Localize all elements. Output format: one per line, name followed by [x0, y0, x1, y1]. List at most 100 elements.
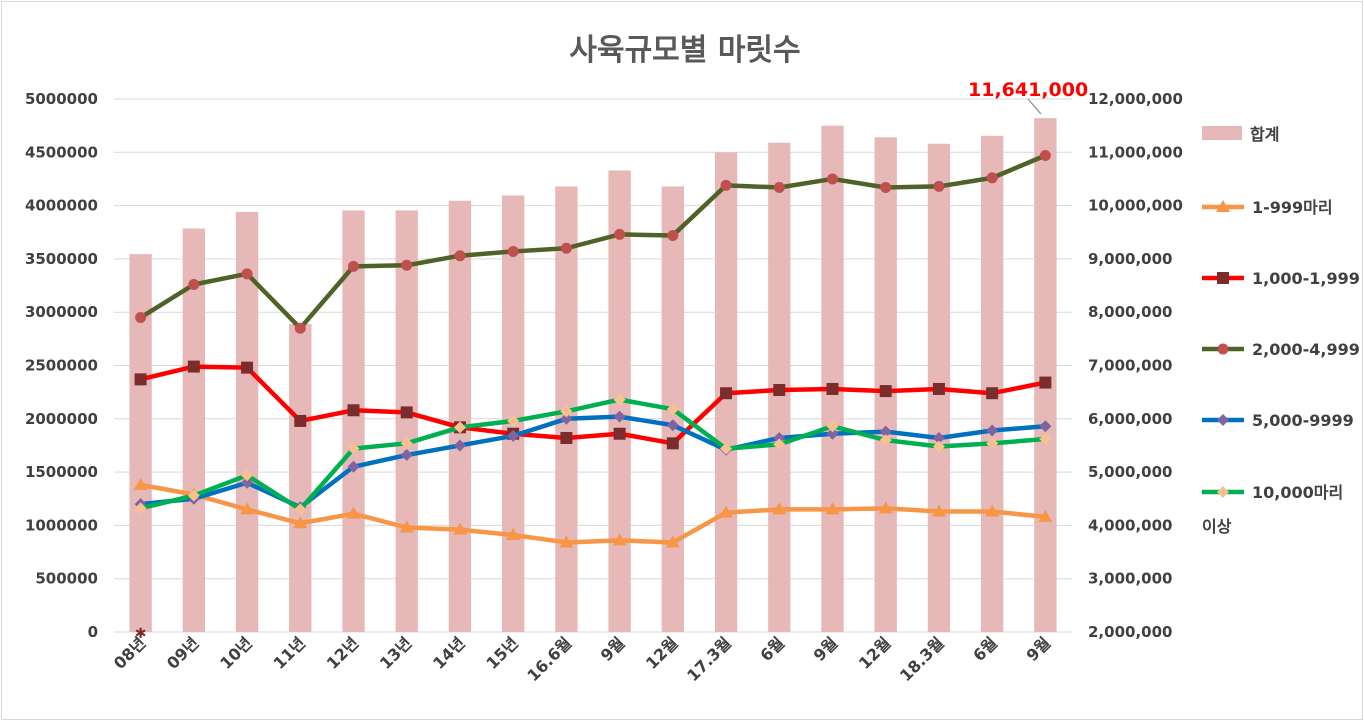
- legend-marker: [1217, 486, 1229, 498]
- data-point: [347, 460, 360, 473]
- chart-title: 사육규모별 마릿수: [569, 33, 800, 68]
- data-point: [986, 437, 999, 450]
- right-tick-label: 5,000,000: [1088, 463, 1172, 481]
- data-point: [454, 250, 466, 262]
- left-tick-label: 2500000: [25, 357, 98, 375]
- x-tick-label: 17.3월: [683, 633, 735, 685]
- data-point: [241, 268, 253, 280]
- line-series-3: [134, 410, 1052, 514]
- data-point: [401, 259, 413, 271]
- data-point: [293, 516, 308, 529]
- data-point: [187, 360, 200, 373]
- legend-marker: [1217, 272, 1229, 284]
- series-line: [140, 397, 1046, 512]
- right-tick-label: 7,000,000: [1088, 357, 1172, 375]
- data-point: [826, 420, 839, 433]
- x-tick-label: 15년: [482, 633, 522, 673]
- data-point: [399, 520, 414, 533]
- data-point: [986, 172, 998, 184]
- data-point: [1039, 433, 1052, 446]
- data-point: [507, 414, 520, 427]
- data-point: [560, 405, 573, 418]
- data-point: [932, 431, 945, 444]
- x-axis: 08년 09년 10년 11년 12년 13년 14년 15년 16.6월 9월 12월 17.3월 6…: [110, 633, 1054, 685]
- data-point: [507, 429, 520, 442]
- legend: 합계 1-999마리 1,000-1,999 2,000-4,999 5,000-999…: [1202, 125, 1360, 536]
- data-point: [294, 322, 306, 334]
- data-point: [347, 404, 360, 417]
- bar-total: [342, 210, 365, 632]
- bar-total: [980, 135, 1004, 633]
- legend-marker: [1217, 343, 1229, 355]
- data-point: [720, 442, 733, 455]
- data-point: [294, 503, 307, 516]
- data-point: [879, 385, 892, 398]
- series-line: [140, 364, 1046, 446]
- right-tick-label: 2,000,000: [1088, 623, 1172, 641]
- data-point: [932, 440, 945, 453]
- line-series-group: [133, 149, 1053, 548]
- data-point: [294, 414, 307, 427]
- bar-total: [501, 195, 525, 632]
- x-tick-label: 9월: [1022, 633, 1054, 665]
- data-point: [187, 489, 200, 502]
- bar-total: [235, 211, 259, 632]
- data-point: [931, 504, 946, 517]
- right-axis: 2,000,000 3,000,000 4,000,000 5,000,000 6,00…: [1088, 90, 1183, 641]
- legend-marker: [1216, 200, 1230, 212]
- data-point: [879, 434, 892, 447]
- data-point: [134, 373, 147, 386]
- data-point: [613, 410, 626, 423]
- left-tick-label: 3500000: [25, 250, 98, 268]
- data-point: [612, 533, 627, 546]
- data-point: [613, 393, 626, 406]
- data-point: [241, 469, 254, 482]
- bar-total: [289, 323, 312, 632]
- legend-label: 10,000마리: [1252, 483, 1343, 502]
- right-tick-label: 9,000,000: [1088, 250, 1172, 268]
- data-point: [985, 504, 1000, 517]
- right-tick-label: 10,000,000: [1088, 197, 1183, 215]
- left-axis: 0 500000 1000000 1500000 2000000 2500000 30000…: [25, 90, 98, 641]
- x-tick-label: 9월: [597, 633, 629, 665]
- data-point: [240, 502, 255, 515]
- x-tick-label: 12년: [323, 633, 363, 673]
- data-point: [348, 260, 359, 272]
- right-tick-label: 6,000,000: [1088, 410, 1172, 428]
- data-point: [400, 449, 413, 462]
- legend-label-continued: 이상: [1202, 517, 1232, 536]
- data-point: [560, 431, 573, 444]
- origin-marker-icon: ✱: [135, 626, 147, 642]
- data-point: [665, 535, 680, 548]
- bar-total: [395, 210, 418, 632]
- left-tick-label: 5000000: [25, 90, 98, 108]
- left-tick-label: 4000000: [25, 197, 98, 215]
- bar-total: [182, 228, 206, 633]
- data-point: [773, 438, 786, 451]
- legend-label-total: 합계: [1250, 125, 1279, 144]
- data-point: [560, 242, 572, 254]
- data-point: [880, 181, 892, 193]
- data-point: [452, 522, 467, 535]
- bar-total: [874, 137, 897, 632]
- data-point: [133, 477, 148, 490]
- right-tick-label: 4,000,000: [1088, 516, 1172, 534]
- line-series-0: [133, 477, 1053, 548]
- x-tick-label: 14년: [429, 633, 469, 673]
- data-point: [506, 527, 521, 540]
- x-tick-label: 12월: [855, 633, 895, 673]
- legend-label: 2,000-4,999: [1252, 340, 1360, 359]
- x-tick-label: 18.3월: [896, 633, 948, 685]
- bar-total: [821, 125, 844, 633]
- data-point: [453, 439, 466, 452]
- data-point: [453, 421, 466, 434]
- legend-label: 5,000-9999: [1252, 411, 1354, 430]
- data-point: [879, 425, 892, 438]
- data-point: [241, 361, 254, 374]
- data-point: [826, 382, 839, 395]
- data-point: [559, 535, 574, 548]
- data-point: [666, 419, 679, 432]
- x-tick-label: 12월: [642, 633, 682, 673]
